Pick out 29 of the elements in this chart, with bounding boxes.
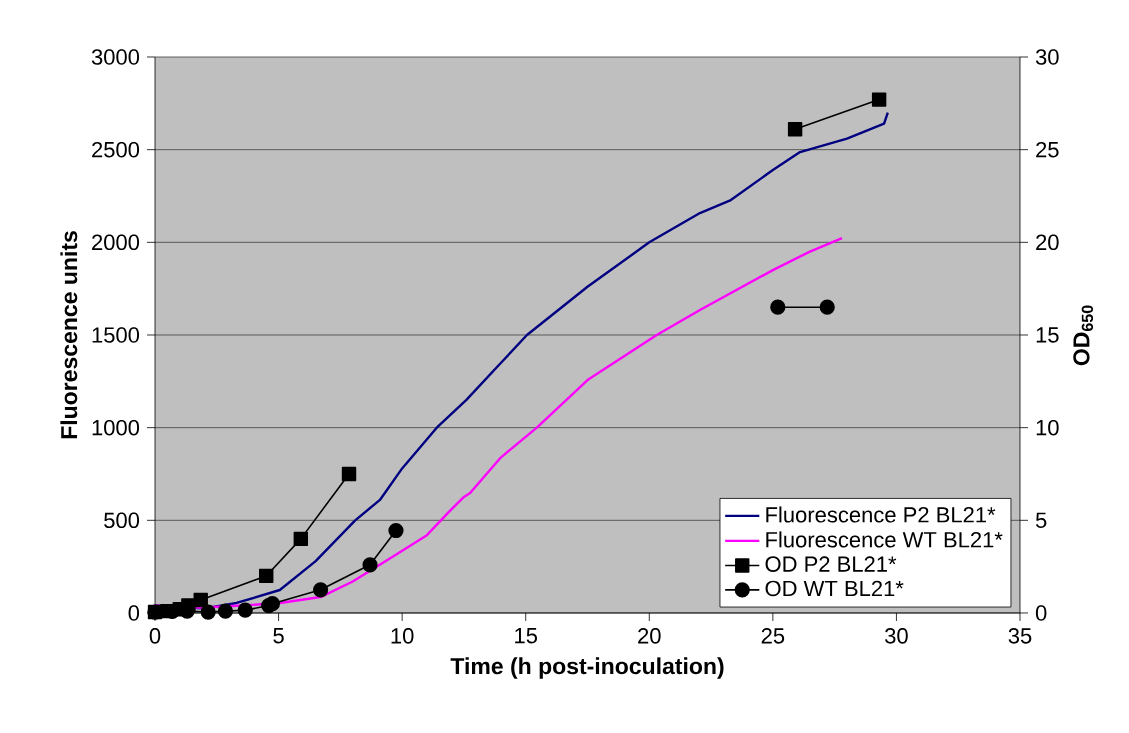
y-tick-label: 1000: [92, 419, 140, 436]
x-tick-label: 15: [515, 628, 538, 644]
y-tick-label: 1500: [92, 327, 140, 343]
x-tick-label: 20: [638, 628, 661, 644]
y2-tick-label: 15: [1036, 327, 1059, 343]
y2-tick-label: 0: [1035, 605, 1047, 621]
legend-label: OD WT BL21*: [765, 580, 904, 597]
y2-tick-label: 25: [1036, 141, 1059, 158]
x-tick-label: 10: [391, 628, 414, 644]
legend-label: OD P2 BL21*: [765, 556, 897, 572]
y-tick-label: 2500: [92, 141, 140, 158]
y2-tick-label: 30: [1035, 49, 1059, 65]
y-tick-label: 2000: [92, 234, 140, 251]
legend-label: Fluorescence P2 BL21*: [766, 506, 996, 523]
y2-tick-label: 5: [1035, 512, 1047, 528]
y2-axis-title: OD$_{650}$: [1073, 305, 1094, 366]
y-axis-title: Fluorescence units: [60, 231, 78, 439]
y2-tick-label: 20: [1036, 234, 1059, 251]
y-tick-label: 500: [104, 512, 140, 529]
y2-tick-label: 10: [1036, 419, 1059, 436]
y-tick-label: 0: [128, 605, 140, 621]
x-tick-label: 0: [149, 628, 161, 644]
x-axis-title: Time (h post-inoculation): [450, 657, 724, 679]
x-tick-label: 35: [1008, 628, 1032, 644]
legend-label: Fluorescence WT BL21*: [766, 531, 1003, 548]
x-tick-label: 25: [761, 628, 785, 644]
y-tick-label: 3000: [91, 49, 140, 65]
x-tick-label: 5: [273, 628, 284, 644]
x-tick-label: 30: [885, 628, 908, 644]
